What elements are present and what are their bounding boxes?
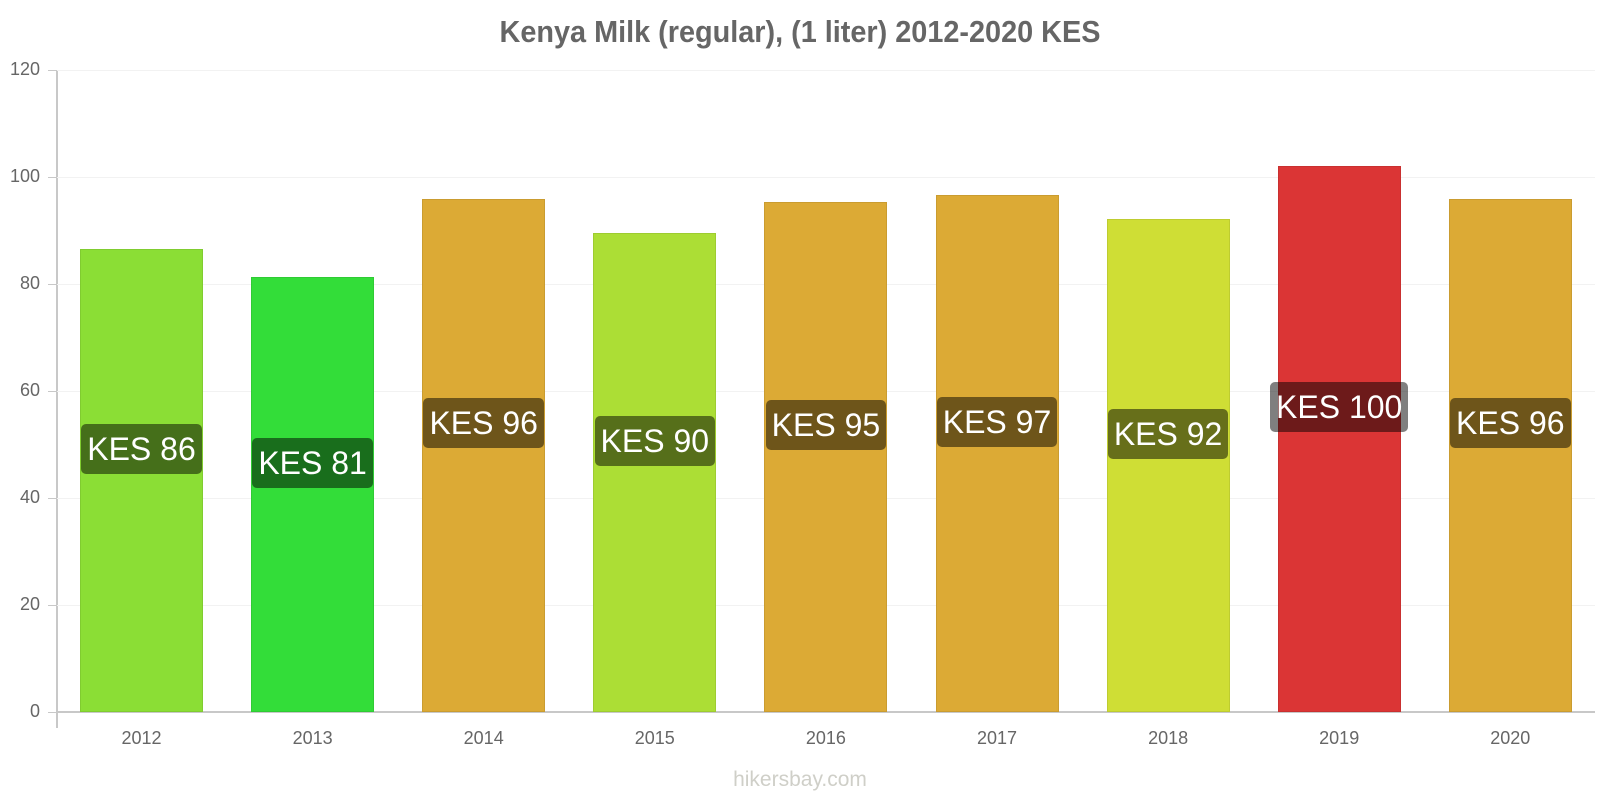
y-tick-mark <box>48 498 57 499</box>
data-label: KES 97 <box>936 396 1058 447</box>
x-tick-label: 2020 <box>1490 728 1531 748</box>
bar-2015[interactable] <box>593 233 717 712</box>
y-tick-mark <box>48 284 57 285</box>
data-label: KES 92 <box>1107 408 1229 459</box>
gridline <box>57 70 1595 71</box>
y-tick-mark <box>48 391 57 392</box>
y-tick-label: 120 <box>9 59 40 79</box>
bar-2012[interactable] <box>80 249 203 712</box>
bar-2016[interactable] <box>764 202 888 712</box>
x-tick-label: 2013 <box>292 728 333 748</box>
bar-2020[interactable] <box>1448 198 1572 712</box>
bar-2018[interactable] <box>1106 219 1230 712</box>
x-tick-label: 2017 <box>976 728 1018 748</box>
y-tick-mark <box>48 712 57 713</box>
x-tick-label: 2015 <box>634 728 675 748</box>
x-tick-label: 2014 <box>463 728 504 748</box>
gridline <box>57 177 1595 178</box>
y-tick-label: 0 <box>29 701 40 721</box>
watermark: hikersbay.com <box>733 768 867 791</box>
data-label: KES 100 <box>1270 382 1409 433</box>
x-tick-label: 2018 <box>1148 728 1189 748</box>
x-axis-line <box>57 711 1595 713</box>
data-label: KES 95 <box>765 400 887 451</box>
data-label: KES 86 <box>81 423 202 474</box>
chart-title: Kenya Milk (regular), (1 liter) 2012-202… <box>499 14 1101 49</box>
data-label: KES 96 <box>1450 398 1571 449</box>
x-tick-label: 2012 <box>121 728 162 748</box>
bar-2013[interactable] <box>251 277 375 712</box>
y-tick-label: 40 <box>19 487 40 507</box>
bar-2019[interactable] <box>1277 166 1401 712</box>
y-tick-label: 80 <box>19 273 40 293</box>
y-tick-mark <box>48 70 57 71</box>
y-tick-label: 100 <box>9 166 40 186</box>
data-label: KES 96 <box>423 398 544 449</box>
y-tick-label: 60 <box>19 380 40 400</box>
bar-2014[interactable] <box>422 198 546 712</box>
data-label: KES 90 <box>594 415 716 466</box>
data-label: KES 81 <box>252 437 373 488</box>
y-tick-mark <box>48 177 57 178</box>
y-axis-line <box>56 70 58 728</box>
y-tick-mark <box>48 605 57 606</box>
bar-2017[interactable] <box>935 195 1059 712</box>
x-tick-label: 2019 <box>1319 728 1360 748</box>
y-tick-label: 20 <box>19 594 40 614</box>
x-tick-label: 2016 <box>805 728 846 748</box>
